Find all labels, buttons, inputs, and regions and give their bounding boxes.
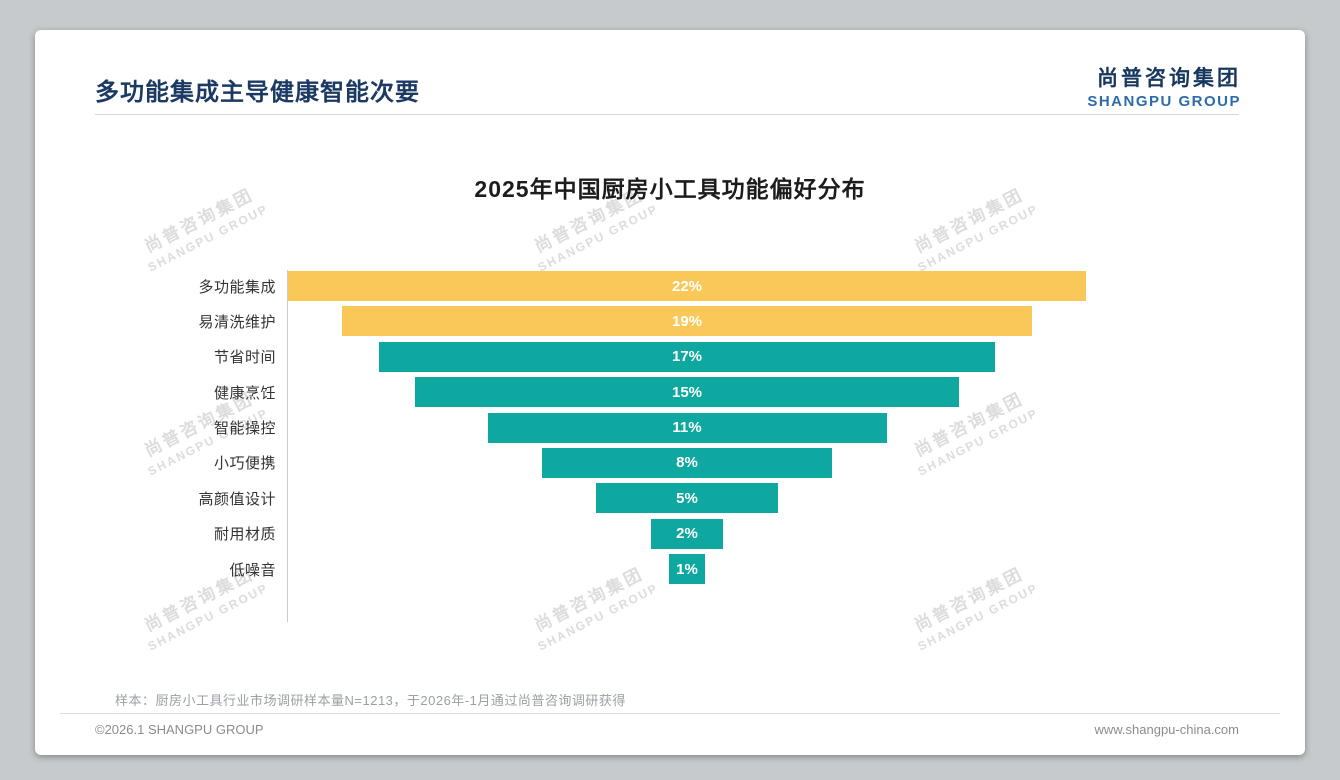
bar-value-label: 19% (671, 312, 703, 330)
bar-track: 19% (288, 306, 1086, 337)
sample-note: 样本：厨房小工具行业市场调研样本量N=1213，于2026年-1月通过尚普咨询调… (115, 693, 626, 708)
bar-value-label: 1% (676, 560, 698, 578)
bar-value-label: 5% (676, 489, 698, 507)
chart-row: 节省时间 17% (95, 341, 1086, 372)
slide-card: 尚普咨询集团 SHANGPU GROUP 尚普咨询集团 SHANGPU GROUP 尚普… (35, 30, 1305, 755)
funnel-bar: 5% (596, 483, 778, 514)
funnel-chart: 多功能集成 22% 易清洗维护 19% 节省时间 17% 健康烹饪 15% 智能操控 11% 小巧便… (95, 270, 1095, 622)
bar-value-label: 22% (671, 277, 703, 295)
funnel-bar: 11% (487, 412, 887, 443)
chart-row: 耐用材质 2% (95, 518, 1086, 549)
website-text: www.shangpu-china.com (1094, 722, 1239, 737)
category-label: 耐用材质 (213, 526, 276, 544)
funnel-bar: 19% (342, 306, 1032, 337)
bar-value-label: 2% (676, 525, 698, 543)
y-axis-line (287, 270, 288, 622)
title-divider (95, 114, 1239, 115)
bar-value-label: 8% (676, 454, 698, 472)
chart-row: 多功能集成 22% (95, 271, 1086, 301)
bar-track: 22% (288, 271, 1086, 301)
bar-value-label: 17% (671, 348, 703, 366)
category-label: 高颜值设计 (198, 490, 276, 508)
bar-track: 1% (288, 554, 1086, 585)
category-label: 多功能集成 (198, 278, 276, 296)
company-logo: 尚普咨询集团 SHANGPU GROUP (1087, 62, 1241, 110)
funnel-bar: 17% (378, 341, 996, 372)
chart-row: 低噪音 1% (95, 554, 1086, 585)
bar-track: 11% (288, 412, 1086, 443)
footer-divider (60, 713, 1280, 714)
slide-content: 多功能集成主导健康智能次要 尚普咨询集团 SHANGPU GROUP 2025年… (35, 30, 1305, 755)
chart-title: 2025年中国厨房小工具功能偏好分布 (474, 176, 866, 202)
chart-row: 小巧便携 8% (95, 447, 1086, 478)
page-title: 多功能集成主导健康智能次要 (95, 79, 420, 106)
chart-row: 健康烹饪 15% (95, 377, 1086, 408)
bar-track: 17% (288, 341, 1086, 372)
logo-en-text: SHANGPU GROUP (1087, 93, 1241, 110)
chart-rows: 多功能集成 22% 易清洗维护 19% 节省时间 17% 健康烹饪 15% 智能操控 11% 小巧便… (95, 271, 1086, 590)
chart-row: 智能操控 11% (95, 412, 1086, 443)
category-label: 易清洗维护 (198, 313, 276, 331)
bar-track: 15% (288, 377, 1086, 408)
copyright-text: ©2026.1 SHANGPU GROUP (95, 722, 264, 737)
chart-row: 高颜值设计 5% (95, 483, 1086, 514)
category-label: 节省时间 (213, 349, 276, 367)
bar-track: 5% (288, 483, 1086, 514)
chart-row: 易清洗维护 19% (95, 306, 1086, 337)
category-label: 小巧便携 (213, 455, 276, 473)
logo-cn-text: 尚普咨询集团 (1097, 67, 1241, 90)
category-label: 低噪音 (229, 561, 276, 579)
funnel-bar: 22% (288, 271, 1086, 301)
category-label: 健康烹饪 (213, 384, 276, 402)
funnel-bar: 8% (541, 447, 833, 478)
funnel-bar: 15% (414, 377, 960, 408)
funnel-bar: 1% (668, 554, 706, 585)
bar-value-label: 11% (672, 419, 702, 437)
bar-track: 8% (288, 447, 1086, 478)
category-label: 智能操控 (213, 420, 276, 438)
funnel-bar: 2% (650, 518, 724, 549)
bar-track: 2% (288, 518, 1086, 549)
bar-value-label: 15% (671, 383, 703, 401)
